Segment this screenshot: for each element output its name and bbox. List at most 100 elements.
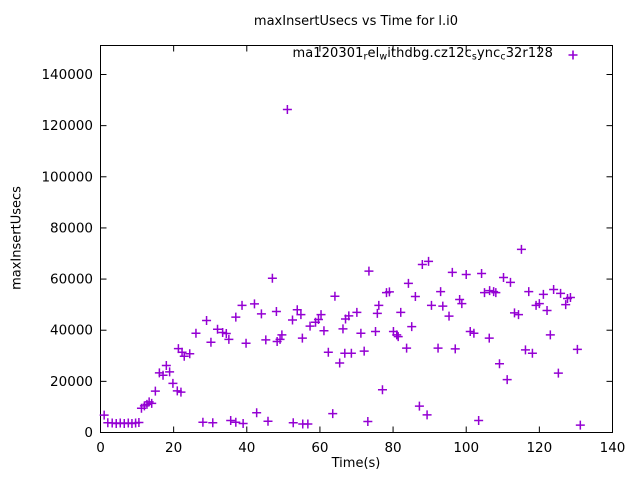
legend: ma120301relwithdbg.cz12csyncc32r128 bbox=[292, 45, 593, 64]
x-tick-label: 40 bbox=[238, 440, 255, 456]
data-point-plus bbox=[424, 256, 434, 266]
data-point-plus bbox=[491, 288, 501, 298]
data-point-plus bbox=[328, 409, 338, 419]
data-point-plus bbox=[344, 311, 354, 321]
data-point-plus bbox=[444, 311, 454, 321]
data-point-plus bbox=[556, 288, 566, 298]
data-point-plus bbox=[455, 295, 465, 305]
data-point-plus bbox=[372, 308, 382, 318]
data-point-plus bbox=[323, 347, 333, 357]
data-point-plus bbox=[396, 307, 406, 317]
legend-label-subscript: r bbox=[363, 51, 368, 63]
data-point-plus bbox=[177, 347, 187, 357]
data-point-plus bbox=[403, 278, 413, 288]
data-point-plus bbox=[356, 328, 366, 338]
data-point-plus bbox=[213, 324, 223, 334]
x-tick-label: 80 bbox=[384, 440, 401, 456]
data-point-plus bbox=[267, 273, 277, 283]
data-point-plus bbox=[363, 417, 373, 427]
data-point-plus bbox=[99, 410, 109, 420]
data-point-plus bbox=[288, 418, 298, 428]
data-point-plus bbox=[352, 307, 362, 317]
data-point-plus bbox=[165, 367, 175, 377]
data-point-plus bbox=[319, 326, 329, 336]
data-point-plus bbox=[238, 419, 248, 429]
y-tick-label: 100000 bbox=[41, 169, 93, 185]
data-point-plus bbox=[198, 417, 208, 427]
data-point-plus bbox=[359, 346, 369, 356]
data-point-plus bbox=[226, 415, 236, 425]
y-tick-label: 140000 bbox=[41, 67, 93, 83]
data-points bbox=[99, 105, 585, 430]
legend-label-text: ithdbg.cz12c bbox=[387, 46, 472, 62]
data-point-plus bbox=[316, 310, 326, 320]
data-point-plus bbox=[275, 334, 285, 344]
legend-label-subscript: w bbox=[379, 51, 388, 63]
data-point-plus bbox=[374, 300, 384, 310]
data-point-plus bbox=[572, 344, 582, 354]
data-point-plus bbox=[575, 420, 585, 430]
data-point-plus bbox=[224, 334, 234, 344]
y-tick-label: 0 bbox=[84, 425, 93, 441]
data-point-plus bbox=[176, 387, 186, 397]
data-point-plus bbox=[249, 299, 259, 309]
data-point-plus bbox=[335, 358, 345, 368]
data-point-plus bbox=[277, 330, 287, 340]
data-point-plus bbox=[565, 292, 575, 302]
x-tick-label: 0 bbox=[96, 440, 105, 456]
y-tick-label: 120000 bbox=[41, 118, 93, 134]
data-point-plus bbox=[364, 266, 374, 276]
data-point-plus bbox=[474, 415, 484, 425]
data-point-plus bbox=[514, 310, 524, 320]
data-point-plus bbox=[499, 273, 509, 283]
legend-label-subscript: s bbox=[471, 51, 477, 63]
data-point-plus bbox=[384, 287, 394, 297]
y-tick-label: 60000 bbox=[50, 272, 93, 288]
data-point-plus bbox=[534, 299, 544, 309]
x-tick-label: 100 bbox=[453, 440, 479, 456]
data-point-plus bbox=[549, 285, 559, 295]
data-point-plus bbox=[185, 349, 195, 359]
y-tick-label: 80000 bbox=[50, 220, 93, 236]
legend-label-text: ync bbox=[476, 46, 501, 62]
data-point-plus bbox=[305, 321, 315, 331]
data-point-plus bbox=[480, 288, 489, 298]
data-point-plus bbox=[433, 343, 443, 353]
data-point-plus bbox=[457, 299, 467, 309]
data-point-plus bbox=[161, 361, 171, 371]
data-point-plus bbox=[561, 300, 571, 310]
data-point-plus bbox=[436, 287, 446, 297]
data-point-plus bbox=[237, 300, 247, 310]
data-point-plus bbox=[485, 286, 495, 296]
y-ticks: 0 20000 40000 60000 80000 100000 120000 140000 bbox=[41, 67, 613, 441]
data-point-plus bbox=[263, 416, 273, 426]
data-point-plus bbox=[208, 418, 218, 428]
data-point-plus bbox=[150, 386, 160, 396]
data-point-plus bbox=[450, 344, 460, 354]
data-point-plus bbox=[168, 378, 178, 388]
data-point-plus bbox=[252, 408, 262, 418]
data-point-plus bbox=[407, 322, 417, 332]
chart-title: maxInsertUsecs vs Time for l.i0 bbox=[253, 14, 459, 29]
data-point-plus bbox=[261, 335, 271, 345]
data-point-plus bbox=[417, 259, 427, 269]
data-point-plus bbox=[422, 410, 432, 420]
plus-marker-icon bbox=[568, 50, 578, 59]
data-point-plus bbox=[231, 312, 241, 322]
data-point-plus bbox=[505, 277, 515, 287]
x-tick-label: 140 bbox=[600, 440, 626, 456]
data-point-plus bbox=[297, 333, 307, 343]
data-point-plus bbox=[338, 324, 348, 334]
legend-label-text: 32r128 bbox=[505, 46, 553, 62]
legend-series-label: ma120301relwithdbg.cz12csyncc32r128 bbox=[292, 46, 553, 62]
data-point-plus bbox=[542, 306, 552, 316]
data-point-plus bbox=[191, 328, 201, 338]
data-point-plus bbox=[346, 348, 356, 358]
legend-label-text: ma120301 bbox=[292, 46, 364, 62]
data-point-plus bbox=[271, 307, 281, 317]
data-point-plus bbox=[392, 330, 402, 340]
y-tick-label: 20000 bbox=[50, 374, 93, 390]
legend-marker-box bbox=[553, 48, 593, 62]
data-point-plus bbox=[545, 330, 555, 340]
